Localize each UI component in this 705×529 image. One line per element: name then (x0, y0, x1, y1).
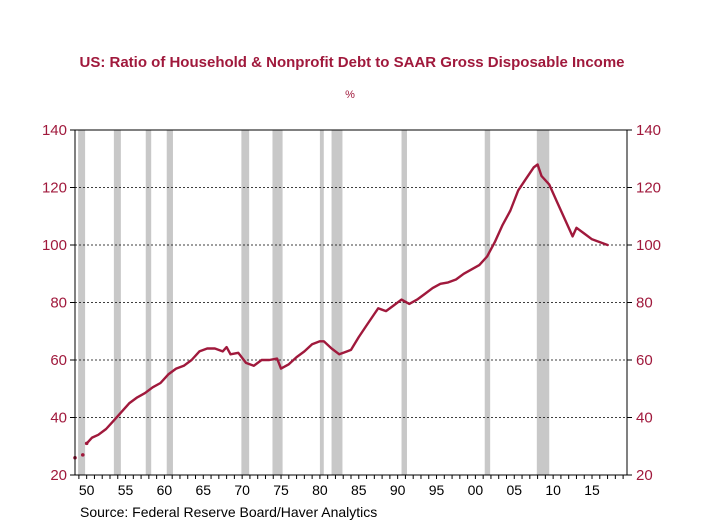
y-tick-label-right: 60 (636, 352, 653, 369)
x-tick-label: 15 (584, 482, 600, 498)
y-tick-label-left: 20 (50, 467, 67, 484)
y-tick-label-left: 80 (50, 295, 67, 312)
source-note: Source: Federal Reserve Board/Haver Anal… (80, 504, 377, 520)
y-tick-label-left: 120 (42, 180, 67, 197)
x-tick-label: 65 (195, 482, 211, 498)
series-layer (73, 163, 609, 460)
chart-title: US: Ratio of Household & Nonprofit Debt … (79, 54, 624, 71)
x-tick-label: 85 (351, 482, 367, 498)
y-tick-label-right: 100 (636, 237, 661, 254)
recession-band (166, 130, 173, 475)
chart-unit: % (345, 89, 355, 101)
recession-band (331, 130, 343, 475)
y-tick-label-left: 140 (42, 122, 67, 139)
recession-band (78, 130, 86, 475)
y-tick-label-right: 20 (636, 467, 653, 484)
tick-labels: 20 20 40 40 60 60 80 80 100 100 120 120 140 140 50 55 60… (42, 122, 661, 498)
y-tick-label-left: 40 (50, 410, 67, 427)
y-tick-label-right: 80 (636, 295, 653, 312)
x-tick-label: 70 (234, 482, 250, 498)
x-tick-label: 05 (506, 482, 522, 498)
series-point (80, 453, 85, 457)
recession-band (319, 130, 324, 475)
x-tick-label: 75 (273, 482, 289, 498)
x-tick-label: 10 (545, 482, 561, 498)
y-tick-label-left: 60 (50, 352, 67, 369)
recession-band (241, 130, 250, 475)
series-line (85, 163, 609, 445)
series-point (84, 441, 89, 446)
x-tick-label: 50 (79, 482, 95, 498)
recession-band (113, 130, 121, 475)
x-tick-label: 95 (429, 482, 445, 498)
y-tick-label-right: 140 (636, 122, 661, 139)
x-tick-label: 90 (390, 482, 406, 498)
y-tick-label-right: 120 (636, 180, 661, 197)
x-tick-label: 00 (468, 482, 484, 498)
x-tick-label: 80 (312, 482, 328, 498)
recession-band (272, 130, 283, 475)
x-tick-label: 60 (157, 482, 173, 498)
y-tick-label-left: 100 (42, 237, 67, 254)
x-tick-label: 55 (118, 482, 134, 498)
y-tick-label-right: 40 (636, 410, 653, 427)
axes (70, 129, 632, 479)
